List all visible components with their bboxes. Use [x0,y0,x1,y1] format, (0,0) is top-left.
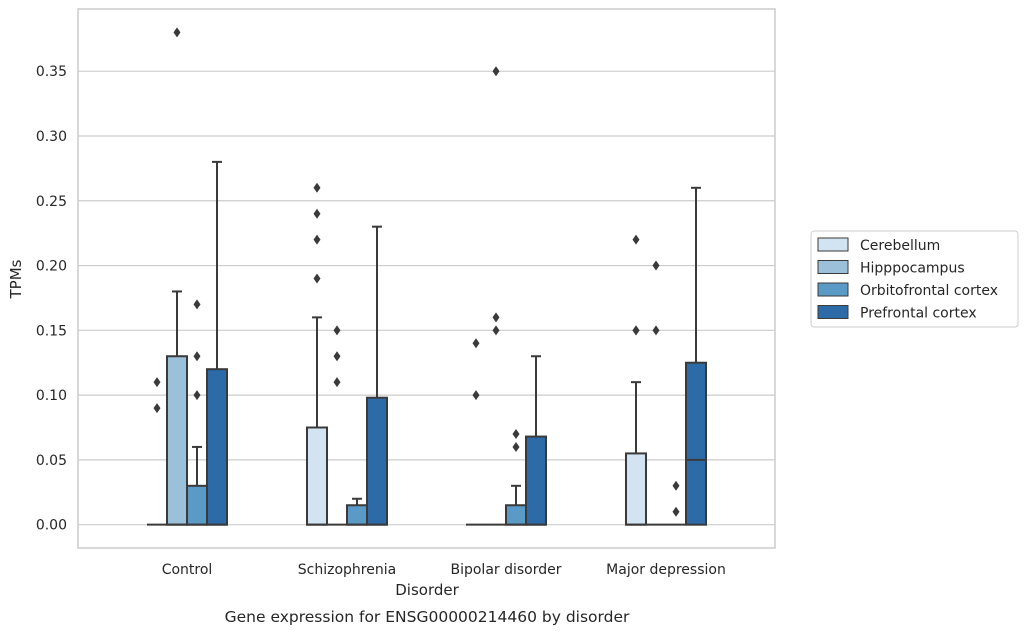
box-4-2 [366,225,388,526]
legend-swatch [817,260,849,274]
legend-swatch [817,305,849,319]
box-body [306,426,328,526]
y-axis-ticks: 0.00 0.05 0.10 0.15 0.20 0.25 0.30 0.35 [36,64,67,533]
legend-swatch [817,237,849,252]
box-body [206,368,228,526]
box-4-1 [206,160,228,526]
y-tick-label: 0.35 [36,64,67,80]
outlier-point [632,234,640,245]
outlier-point [313,182,321,193]
y-tick-label: 0.15 [36,323,67,339]
outlier-point [333,325,341,336]
y-tick-label: 0.00 [36,518,67,534]
x-tick-label: Major depression [606,562,726,578]
legend: Cerebellum Hipppocampus Orbitofrontal cort… [810,230,1019,328]
outlier-point [512,441,520,452]
box-4-3 [525,355,547,526]
outlier-point [193,351,201,362]
outlier-point [472,390,480,401]
box-2-1 [166,27,188,526]
box-2-3 [486,66,506,526]
outlier-point [153,403,161,414]
outlier-point [173,27,181,38]
outlier-point [313,273,321,284]
box-body [625,452,647,526]
plot-frame [77,8,776,549]
outlier-point [492,325,500,336]
box-body [505,504,527,526]
box-body [166,355,188,526]
outlier-point [632,325,640,336]
box-2-4 [646,260,666,526]
outlier-point [153,377,161,388]
legend-frame [810,230,1019,328]
box-2-2 [327,325,347,526]
outlier-point [672,480,680,491]
box-3-1 [186,299,208,526]
y-tick-label: 0.25 [36,194,67,210]
box-1-2 [306,182,328,526]
box-body [366,396,388,526]
box-body [346,504,368,526]
x-tick-label: Bipolar disorder [450,562,561,578]
outlier-point [313,234,321,245]
box-3-4 [666,480,686,526]
plot-area [147,27,707,526]
y-tick-label: 0.30 [36,129,67,145]
box-4-4 [685,186,707,526]
legend-label: Orbitofrontal cortex [860,283,998,299]
y-tick-label: 0.10 [36,388,67,404]
box-1-1 [147,377,167,526]
box-body [685,361,707,526]
outlier-point [512,428,520,439]
box-1-3 [466,338,486,526]
x-axis-ticks: Control Schizophrenia Bipolar disorder Majo… [162,562,726,578]
outlier-point [652,325,660,336]
outlier-point [193,390,201,401]
outlier-point [492,66,500,77]
outlier-point [492,312,500,323]
box-body [186,484,208,526]
legend-label: Prefrontal cortex [860,306,977,322]
outlier-point [672,506,680,517]
outlier-point [333,377,341,388]
y-tick-label: 0.20 [36,259,67,275]
legend-label: Hipppocampus [860,261,965,277]
outlier-point [472,338,480,349]
outlier-point [193,299,201,310]
outlier-point [333,351,341,362]
legend-label: Cerebellum [860,238,940,254]
y-axis-label: TPMs [7,259,25,299]
box-3-2 [346,497,368,526]
box-1-4 [625,234,647,526]
x-tick-label: Control [162,562,213,578]
x-tick-label: Schizophrenia [298,562,396,578]
x-axis-label: Disorder [395,581,459,599]
outlier-point [313,208,321,219]
y-tick-label: 0.05 [36,453,67,469]
box-3-3 [505,428,527,526]
legend-swatch [817,282,849,297]
outlier-point [652,260,660,271]
chart-caption: Gene expression for ENSG00000214460 by d… [225,608,630,626]
box-body [525,435,547,526]
